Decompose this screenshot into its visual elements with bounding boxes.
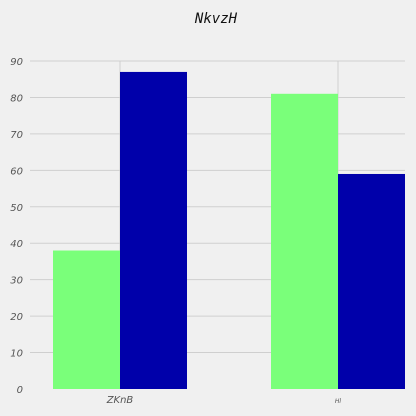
bars (53, 71, 405, 390)
x-tick-label: Hl (335, 398, 342, 405)
bar-hl-series-2 (338, 173, 405, 389)
y-tick-label: 40 (10, 239, 23, 250)
y-tick-label: 30 (10, 276, 23, 287)
y-tick-label: 20 (10, 312, 23, 323)
y-tick-label: 10 (10, 349, 23, 360)
y-tick-label: 60 (10, 166, 23, 177)
y-tick-label: 50 (10, 203, 23, 214)
bar-zknb-series-2 (120, 71, 187, 389)
bar-hl-series-1 (271, 93, 338, 390)
bar-zknb-series-1 (53, 250, 120, 389)
y-tick-label: 90 (10, 57, 23, 68)
y-axis-ticks: 0 10 20 30 40 50 60 70 80 90 (10, 57, 23, 396)
x-axis-ticks: ZKnB Hl (106, 395, 342, 406)
y-tick-label: 0 (17, 385, 23, 396)
y-tick-label: 80 (10, 93, 23, 104)
y-tick-label: 70 (10, 130, 23, 141)
chart-title: NkvzH (194, 11, 238, 27)
x-tick-label: ZKnB (106, 395, 134, 406)
